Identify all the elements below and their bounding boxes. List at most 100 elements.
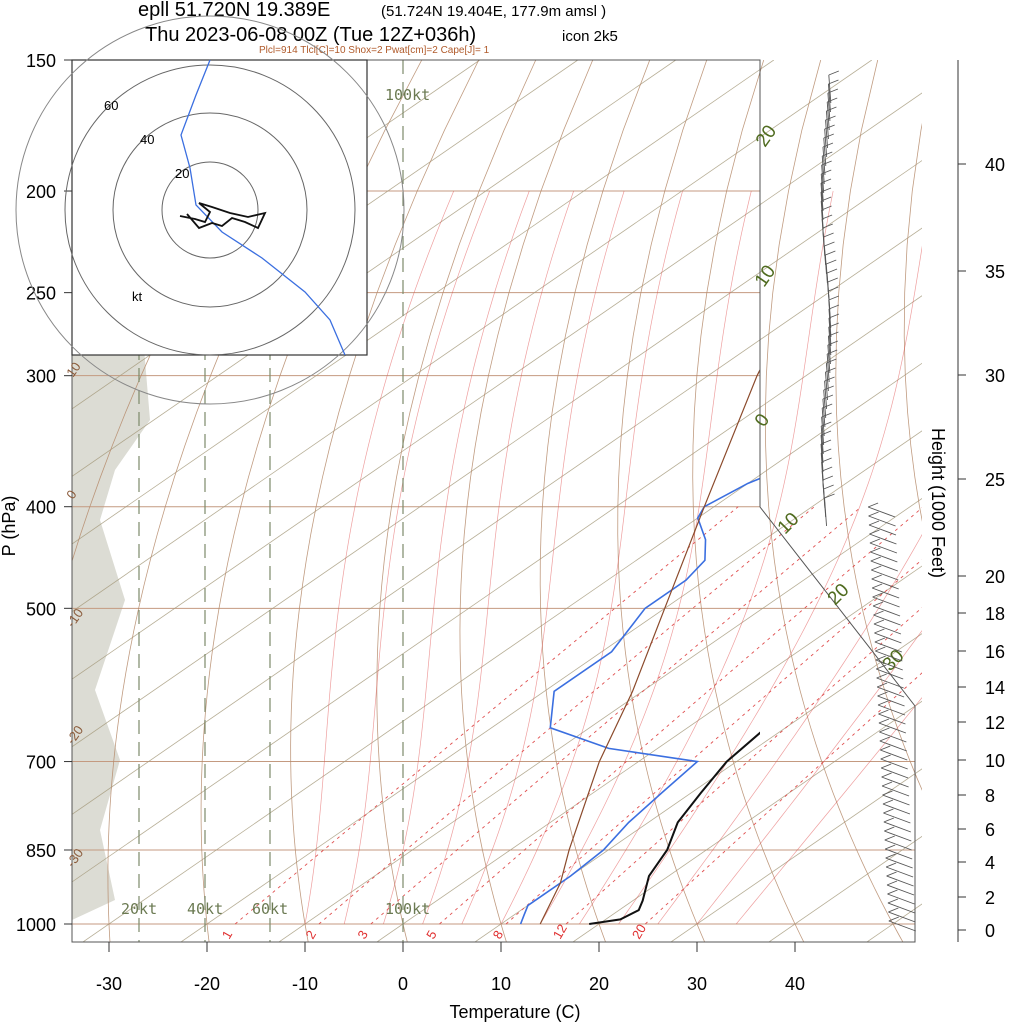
- isotherm-line: [376, 565, 922, 942]
- mixing-ratio-label: 12: [550, 921, 570, 941]
- wind-barb: [825, 367, 836, 401]
- mixing-ratio-line: [439, 507, 922, 925]
- isotherm-label: 10: [774, 509, 804, 539]
- wind-barb: [825, 358, 837, 392]
- mixing-ratio-line: [505, 559, 922, 925]
- pressure-tick-label: 150: [26, 51, 56, 71]
- dry-adiabat: [376, 60, 537, 942]
- temperature-tick-label: -30: [96, 974, 122, 994]
- wind-barb: [825, 115, 836, 149]
- wind-barb: [828, 322, 839, 356]
- temperature-tick-label: 20: [589, 974, 609, 994]
- dry-adiabat: [903, 122, 922, 522]
- wind-scale-label: 100kt: [385, 900, 430, 918]
- wind-barb: [821, 160, 832, 194]
- isotherm-line: [72, 160, 922, 748]
- wind-barb: [886, 880, 915, 896]
- isotherm-label: 10: [751, 262, 780, 291]
- y-axis-title: P (hPa): [0, 496, 19, 557]
- isotherm-label: 30: [879, 646, 909, 676]
- wind-barb: [828, 304, 840, 338]
- wind-barb: [870, 547, 898, 563]
- wind-barb: [877, 691, 905, 707]
- wind-barb: [826, 97, 838, 131]
- isotherm-line: [72, 295, 922, 883]
- mixing-ratio-label: 2: [303, 928, 320, 942]
- dry-adiabat: [971, 60, 1010, 946]
- indices-line: Plcl=914 Tlcl[C]=10 Shox=2 Pwat[cm]=2 Ca…: [259, 45, 490, 56]
- wind-barb: [826, 349, 838, 383]
- moist-adiabat: [579, 190, 834, 925]
- hodograph-upper-trace: [180, 59, 346, 356]
- station-detail: (51.724N 19.404E, 177.9m amsl ): [381, 3, 606, 20]
- moist-adiabat: [618, 245, 922, 925]
- wind-barb: [879, 736, 907, 752]
- isotherm-label: 10: [63, 359, 84, 379]
- wind-barb: [821, 412, 832, 446]
- isotherm-line: [572, 700, 922, 942]
- dry-adiabat: [290, 60, 480, 942]
- wind-barb: [883, 817, 912, 833]
- moist-adiabat: [343, 190, 490, 925]
- hodograph-trace: [179, 59, 346, 356]
- height-tick-label: 14: [985, 678, 1005, 698]
- wind-barb: [827, 340, 839, 374]
- height-tick-label: 10: [985, 751, 1005, 771]
- isotherm-line: [72, 60, 775, 545]
- wind-barb: [875, 655, 903, 671]
- moist-adiabat: [696, 630, 922, 925]
- height-tick-label: 16: [985, 642, 1005, 662]
- pressure-tick-label: 500: [26, 599, 56, 619]
- wind-barb: [824, 124, 835, 158]
- wind-scale-label: 60kt: [252, 900, 288, 918]
- isotherm-label: 0: [751, 410, 774, 431]
- temperature-tick-label: 40: [785, 974, 805, 994]
- dry-adiabat: [617, 60, 708, 942]
- wind-barbs: [820, 70, 916, 932]
- y2-axis-title: Height (1000 Feet): [928, 428, 948, 578]
- isotherm-line: [72, 227, 922, 815]
- wind-barb: [820, 187, 832, 221]
- x-axis-title: Temperature (C): [449, 1002, 580, 1022]
- hodograph-ring: [15, 15, 405, 405]
- isotherm-label: 20: [824, 580, 854, 610]
- wind-barb: [873, 619, 902, 635]
- hodograph-unit: kt: [132, 289, 143, 304]
- wind-barb: [876, 682, 905, 698]
- wind-barb: [875, 646, 903, 662]
- temperature-tick-label: -20: [194, 974, 220, 994]
- isotherm-line: [474, 633, 922, 942]
- wind-barb: [880, 754, 908, 770]
- pressure-tick-label: 850: [26, 841, 56, 861]
- wind-barb: [882, 799, 911, 815]
- series-temperature: [589, 731, 760, 925]
- wind-barb: [876, 664, 904, 680]
- isotherm-line: [72, 60, 873, 613]
- mixing-ratio-line: [565, 607, 922, 925]
- mixing-ratio-line: [234, 506, 739, 925]
- isotherm-line: [72, 60, 677, 477]
- moist-adiabat: [304, 190, 455, 925]
- sounding-lines: [519, 368, 760, 925]
- wind-barb: [869, 529, 897, 545]
- wind-barb: [827, 88, 839, 122]
- wind-barb: [820, 421, 832, 455]
- wind-barb: [871, 565, 899, 581]
- wind-barb: [888, 907, 916, 923]
- wind-barb: [870, 556, 898, 572]
- wind-barb: [880, 745, 908, 761]
- wind-barb: [867, 502, 896, 518]
- height-tick-label: 30: [985, 366, 1005, 386]
- wind-barb: [879, 727, 907, 743]
- pressure-tick-label: 200: [26, 182, 56, 202]
- dry-adiabat: [200, 60, 423, 942]
- wind-barb: [885, 862, 914, 878]
- wind-barb: [871, 583, 900, 599]
- wind-barb: [878, 709, 906, 725]
- wind-barb: [823, 385, 834, 419]
- moist-adiabat: [383, 190, 530, 925]
- temperature-tick-label: -10: [292, 974, 318, 994]
- wind-barb: [888, 916, 916, 932]
- wind-barb: [873, 610, 901, 626]
